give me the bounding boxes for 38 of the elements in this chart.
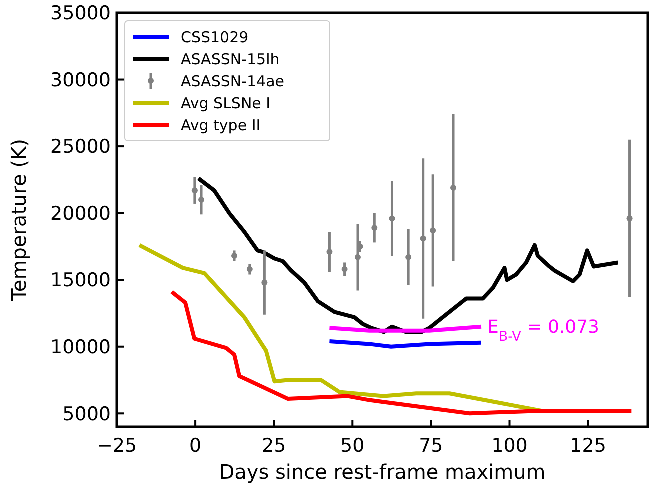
y-tick-label: 20000 — [50, 202, 111, 225]
y-tick-label: 15000 — [50, 270, 111, 292]
y-tick-label: 25000 — [50, 136, 111, 158]
point — [406, 254, 412, 260]
y-tick-label: 35000 — [50, 2, 111, 25]
x-tick-label: 75 — [419, 435, 444, 457]
point — [430, 228, 436, 234]
x-tick-label: −25 — [96, 435, 138, 457]
legend-label: Avg type II — [181, 116, 261, 134]
point — [342, 266, 348, 272]
y-tick-label: 10000 — [50, 336, 111, 359]
annotation: E$_{B-V}$ = 0.073 — [487, 316, 600, 345]
legend-label: CSS1029 — [181, 28, 249, 46]
point — [326, 249, 333, 256]
point — [262, 280, 268, 286]
x-tick-label: 50 — [340, 435, 365, 457]
point — [626, 216, 633, 222]
point — [232, 253, 238, 260]
point — [198, 196, 205, 203]
x-tick-label: 100 — [492, 435, 528, 457]
point — [192, 188, 198, 194]
y-tick-label: 30000 — [50, 69, 111, 92]
x-tick-label: 0 — [190, 435, 202, 457]
y-tick-label: 5000 — [62, 403, 111, 426]
point — [450, 184, 457, 191]
line-series — [170, 290, 634, 416]
point — [354, 254, 361, 260]
x-tick-label: 25 — [262, 435, 286, 457]
point — [246, 266, 253, 272]
x-axis-title: Days since rest-frame maximum — [219, 460, 546, 484]
point — [420, 236, 426, 242]
y-axis-title: Temperature (K) — [7, 139, 31, 302]
point — [372, 225, 378, 232]
x-tick-label: 125 — [570, 435, 606, 457]
point — [389, 216, 396, 222]
legend-label: Avg SLSNe I — [181, 94, 271, 112]
legend-label: ASASSN-15lh — [181, 50, 280, 68]
legend-label: ASASSN-14ae — [181, 72, 285, 90]
